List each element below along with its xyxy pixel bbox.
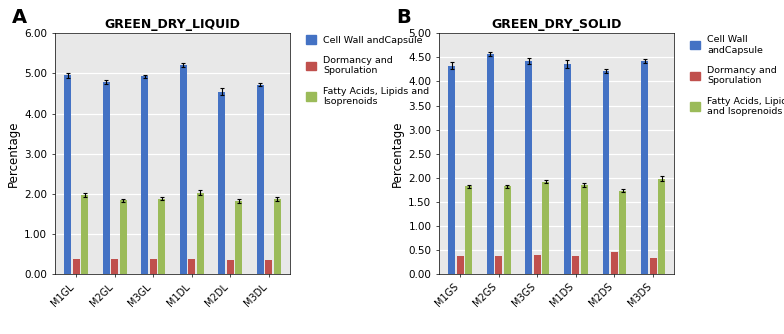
Bar	[197, 192, 204, 274]
Bar	[619, 191, 626, 274]
Bar	[572, 256, 579, 274]
Bar	[219, 92, 225, 274]
Bar	[227, 260, 234, 274]
Bar	[543, 182, 550, 274]
Bar	[64, 75, 71, 274]
Bar	[650, 258, 656, 274]
Bar	[180, 65, 187, 274]
Bar	[465, 186, 472, 274]
Bar	[525, 61, 532, 274]
Bar	[495, 256, 503, 274]
Bar	[487, 54, 494, 274]
Bar	[73, 259, 79, 274]
Bar	[81, 195, 88, 274]
Bar	[581, 185, 588, 274]
Bar	[158, 198, 165, 274]
Bar	[504, 186, 510, 274]
Bar	[448, 65, 456, 274]
Bar	[120, 200, 126, 274]
Bar	[111, 259, 118, 274]
Bar	[658, 179, 665, 274]
Bar	[274, 198, 281, 274]
Bar	[603, 71, 609, 274]
Legend: Cell Wall andCapsule, Dormancy and
Sporulation, Fatty Acids, Lipids and
Isopreno: Cell Wall andCapsule, Dormancy and Sporu…	[304, 33, 431, 108]
Bar	[564, 64, 571, 274]
Bar	[611, 252, 618, 274]
Bar	[141, 76, 148, 274]
Text: A: A	[12, 8, 27, 27]
Bar	[150, 260, 157, 274]
Bar	[257, 85, 264, 274]
Title: GREEN_DRY_SOLID: GREEN_DRY_SOLID	[492, 18, 622, 31]
Bar	[266, 260, 272, 274]
Y-axis label: Percentage: Percentage	[7, 120, 20, 187]
Bar	[235, 201, 242, 274]
Legend: Cell Wall
andCapsule, Dormancy and
Sporulation, Fatty Acids, Lipids
and Isopreno: Cell Wall andCapsule, Dormancy and Sporu…	[688, 33, 784, 118]
Bar	[188, 259, 195, 274]
Bar	[534, 255, 541, 274]
Y-axis label: Percentage: Percentage	[391, 120, 404, 187]
Bar	[103, 82, 110, 274]
Bar	[641, 61, 648, 274]
Title: GREEN_DRY_LIQUID: GREEN_DRY_LIQUID	[104, 18, 241, 31]
Bar	[457, 256, 463, 274]
Text: B: B	[396, 8, 411, 27]
